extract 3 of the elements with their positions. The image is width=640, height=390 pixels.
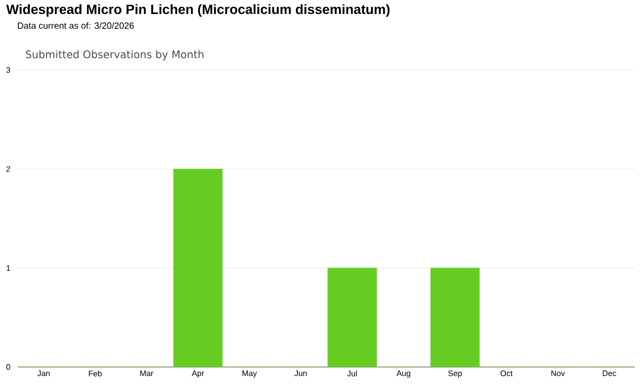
text: Submitted Observations by Month bbox=[26, 50, 204, 60]
chart-subtitle: Data current as of: 3/20/2026 bbox=[18, 22, 134, 29]
chart-title: Widespread Micro Pin Lichen (Microcalicium disseminatum) bbox=[6, 4, 390, 17]
